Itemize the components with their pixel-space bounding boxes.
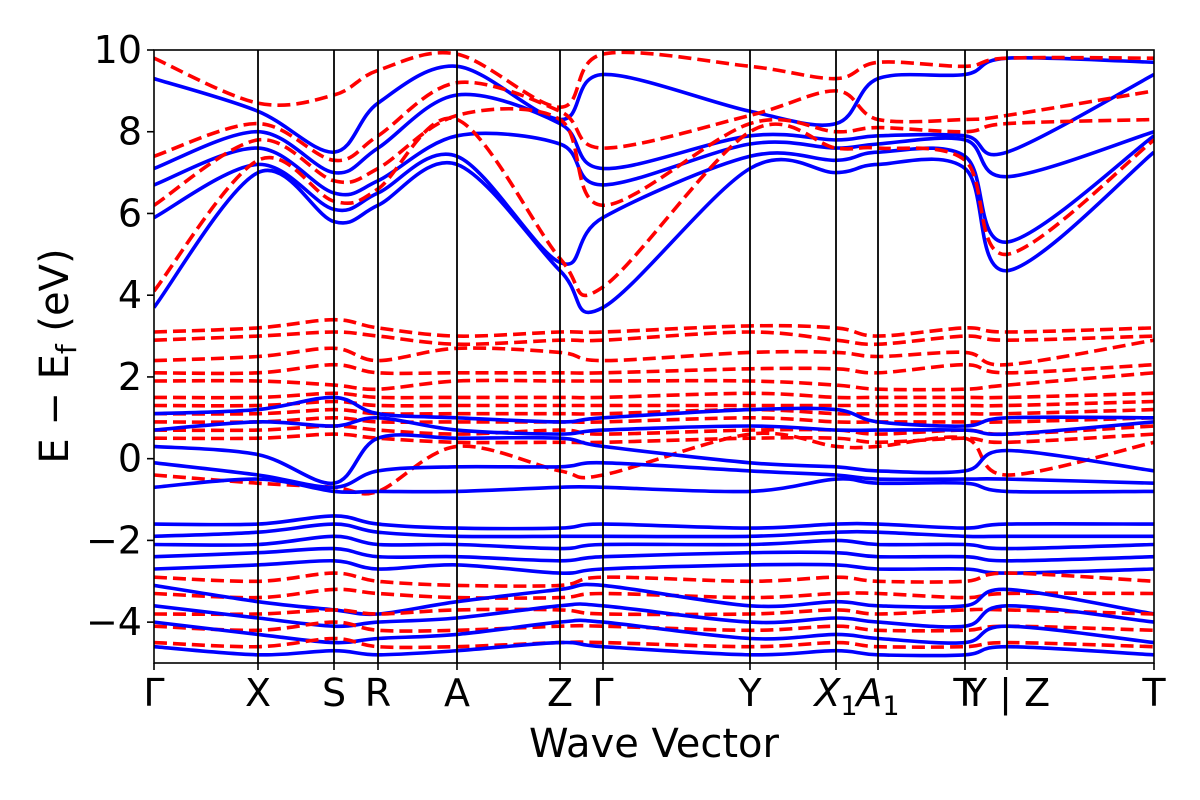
y-tick-label: −2 [86, 518, 142, 562]
x-axis-title: Wave Vector [529, 721, 780, 767]
y-tick-label: 10 [94, 28, 142, 72]
y-tick-label: −4 [86, 600, 142, 644]
x-tick-label: A1 [853, 671, 899, 722]
y-axis-title: E − Ef (eV) [32, 248, 83, 463]
y-tick-label: 8 [118, 110, 142, 154]
y-tick-label: 0 [118, 437, 142, 481]
x-tick-label: X [245, 671, 271, 715]
x-tick-label: Γ [143, 671, 164, 715]
y-axis-title-sub: f [50, 343, 83, 354]
y-tick-label: 6 [118, 191, 142, 235]
x-tick-label: A [444, 671, 470, 715]
high-symmetry-lines [257, 50, 1008, 663]
y-tick-label: 4 [118, 273, 142, 317]
x-tick-label: X1 [812, 671, 857, 722]
x-tick-label: R [365, 671, 391, 715]
x-tick-label: S [322, 671, 346, 715]
x-tick-label: Y | Z [963, 671, 1050, 716]
y-tick-label: 2 [118, 355, 142, 399]
y-axis-title-main: E − E [32, 354, 78, 464]
band-line-solid [154, 150, 1154, 315]
y-axis-ticks: −4 −2 0 2 4 6 8 10 [86, 28, 154, 644]
x-tick-label: T [952, 671, 977, 715]
plot-frame [153, 49, 1155, 664]
x-tick-label: Γ [592, 671, 613, 715]
x-tick-label: Y [737, 671, 762, 715]
x-tick-label: T [1141, 671, 1166, 715]
y-axis-title-unit: (eV) [32, 248, 78, 344]
x-tick-label: Z [547, 671, 573, 715]
